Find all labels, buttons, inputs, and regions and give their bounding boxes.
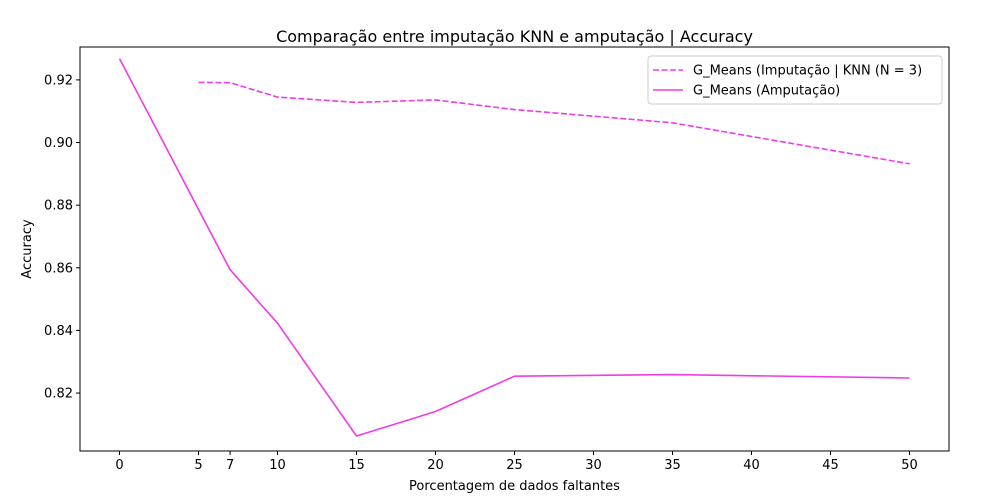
y-tick-label: 0.86 (44, 261, 73, 276)
y-tick-label: 0.88 (44, 199, 73, 214)
y-tick-label: 0.82 (44, 387, 73, 402)
x-tick-label: 30 (585, 458, 602, 473)
y-axis: 0.82 0.84 0.86 0.88 0.90 0.92 (44, 73, 80, 402)
x-tick-label: 40 (743, 458, 760, 473)
x-tick-label: 15 (348, 458, 365, 473)
x-axis-label: Porcentagem de dados faltantes (409, 479, 620, 494)
series-layer (118, 58, 910, 437)
legend-box (647, 55, 943, 105)
x-tick-label: 25 (506, 458, 523, 473)
x-tick-label: 35 (664, 458, 681, 473)
series-line-0 (198, 81, 910, 165)
chart-title: Comparação entre imputação KNN e amputaç… (276, 27, 753, 46)
y-tick-label: 0.90 (44, 136, 73, 151)
legend-label-amputacao: G_Means (Amputação) (693, 84, 840, 99)
legend-label-imputacao: G_Means (Imputação | KNN (N = 3) (693, 64, 922, 79)
legend: G_Means (Imputação | KNN (N = 3) G_Means… (647, 55, 943, 105)
x-tick-label: 45 (822, 458, 839, 473)
x-tick-label: 0 (115, 458, 123, 473)
y-tick-label: 0.92 (44, 73, 73, 88)
x-tick-label: 20 (427, 458, 444, 473)
x-tick-label: 50 (901, 458, 918, 473)
x-tick-label: 10 (269, 458, 286, 473)
y-tick-label: 0.84 (44, 324, 73, 339)
y-axis-label: Accuracy (20, 219, 35, 279)
series-line-1 (118, 58, 910, 437)
x-tick-label: 5 (194, 458, 202, 473)
x-tick-label: 7 (226, 458, 234, 473)
x-axis: 0 5 7 10 15 20 25 30 35 40 45 50 (115, 451, 918, 473)
